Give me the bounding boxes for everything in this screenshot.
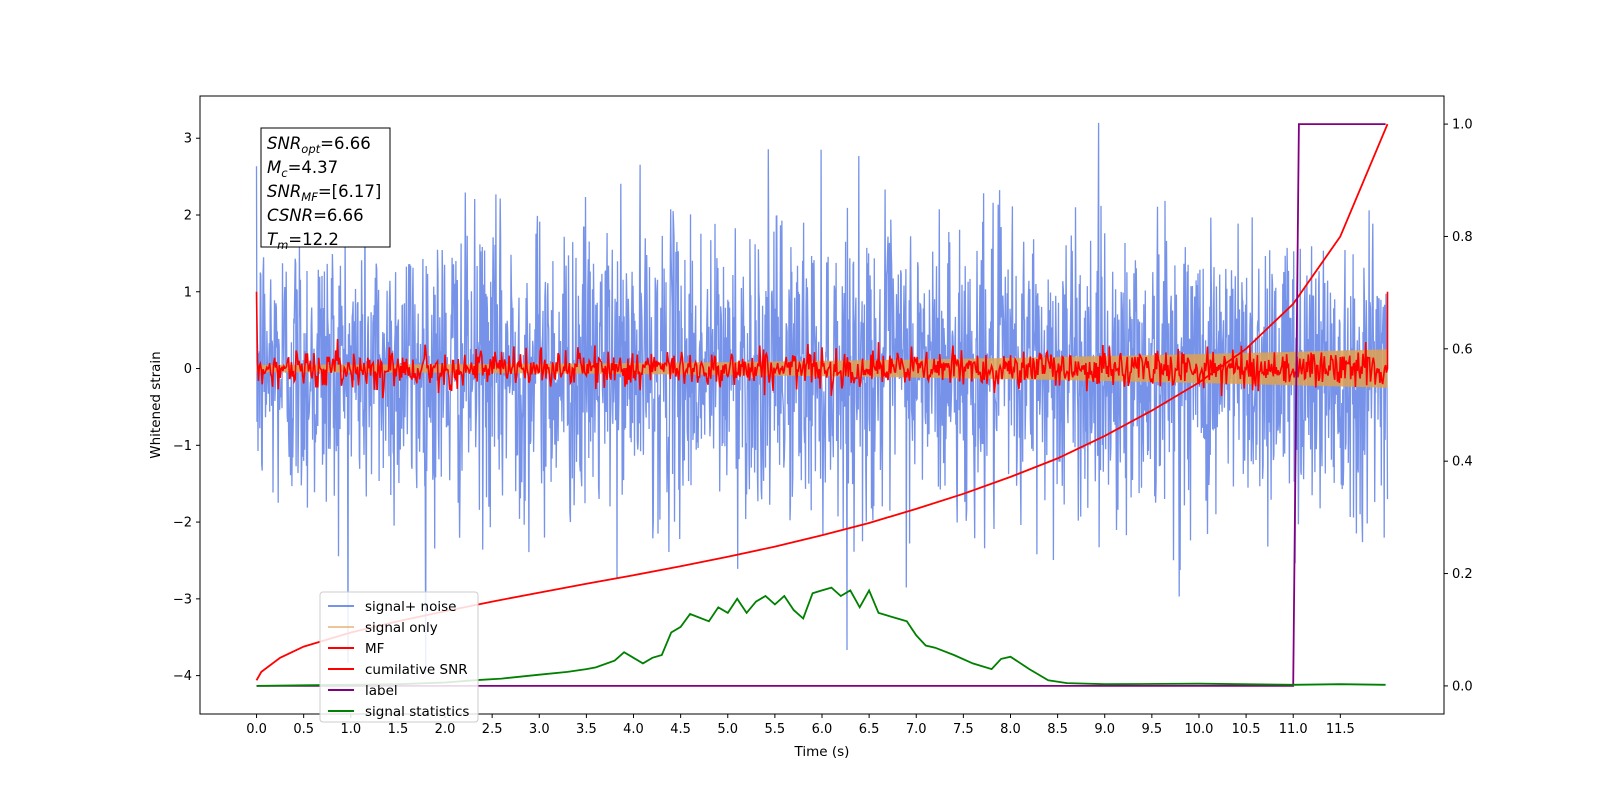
y-tick-label: 2 bbox=[184, 208, 192, 223]
y2-tick-label: 0.0 bbox=[1452, 679, 1473, 694]
legend-label: signal only bbox=[365, 620, 438, 636]
stat-line: CSNR=6.66 bbox=[267, 206, 364, 225]
series-label-line bbox=[256, 123, 1386, 687]
legend-label: MF bbox=[365, 641, 384, 657]
x-tick-label: 0.5 bbox=[293, 722, 314, 737]
x-tick-label: 8.5 bbox=[1047, 722, 1068, 737]
x-tick-label: 3.5 bbox=[576, 722, 597, 737]
y2-tick-label: 1.0 bbox=[1452, 118, 1473, 133]
series-mf-line bbox=[255, 291, 1389, 399]
stat-line: SNRMF=[6.17] bbox=[267, 182, 381, 204]
legend-label: signal statistics bbox=[365, 704, 469, 720]
y2-tick-label: 0.8 bbox=[1452, 230, 1473, 245]
y-tick-label: 3 bbox=[184, 132, 192, 147]
x-tick-label: 2.5 bbox=[482, 722, 503, 737]
x-tick-label: 7.5 bbox=[953, 722, 974, 737]
x-tick-label: 1.5 bbox=[388, 722, 409, 737]
x-tick-label: 6.0 bbox=[812, 722, 833, 737]
x-tick-label: 4.5 bbox=[670, 722, 691, 737]
x-tick-label: 9.0 bbox=[1094, 722, 1115, 737]
x-tick-label: 4.0 bbox=[623, 722, 644, 737]
legend-frame bbox=[319, 591, 479, 723]
y-tick-label: 1 bbox=[184, 285, 192, 300]
x-tick-label: 10.5 bbox=[1232, 722, 1261, 737]
x-tick-label: 1.0 bbox=[340, 722, 361, 737]
y-axis-title: Whitened strain bbox=[148, 351, 164, 458]
x-tick-label: 10.0 bbox=[1184, 722, 1213, 737]
y-tick-label: −2 bbox=[173, 516, 192, 531]
x-tick-label: 8.0 bbox=[1000, 722, 1021, 737]
y-tick-label: −3 bbox=[173, 592, 192, 607]
legend-label: cumilative SNR bbox=[365, 662, 468, 678]
stat-line: SNRopt=6.66 bbox=[267, 134, 371, 156]
x-tick-label: 11.0 bbox=[1279, 722, 1308, 737]
y-tick-label: −4 bbox=[173, 669, 192, 684]
y-tick-label: 0 bbox=[184, 362, 192, 377]
legend-label: signal+ noise bbox=[365, 599, 456, 615]
legend: signal+ noise signal only MF cumilative SNR… bbox=[319, 591, 479, 723]
x-tick-label: 3.0 bbox=[529, 722, 550, 737]
stats-box-frame bbox=[260, 127, 391, 248]
y2-tick-label: 0.4 bbox=[1452, 455, 1473, 470]
y2-tick-label: 0.2 bbox=[1452, 567, 1473, 582]
x-tick-label: 6.5 bbox=[859, 722, 880, 737]
legend-label: label bbox=[365, 683, 398, 699]
series-signal-statistics-line bbox=[256, 586, 1386, 687]
x-tick-label: 9.5 bbox=[1142, 722, 1163, 737]
y-tick-label: −1 bbox=[173, 439, 192, 454]
x-tick-label: 11.5 bbox=[1326, 722, 1355, 737]
x-axis-title: Time (s) bbox=[794, 744, 850, 760]
stat-line: Tm=12.2 bbox=[267, 230, 339, 252]
x-tick-label: 0.0 bbox=[246, 722, 267, 737]
x-tick-label: 5.5 bbox=[765, 722, 786, 737]
x-tick-label: 2.0 bbox=[435, 722, 456, 737]
x-tick-label: 7.0 bbox=[906, 722, 927, 737]
y2-tick-label: 0.6 bbox=[1452, 342, 1473, 357]
stat-line: Mc=4.37 bbox=[267, 158, 338, 180]
x-tick-label: 5.0 bbox=[717, 722, 738, 737]
axes: 0.0 0.5 1.0 1.5 2.0 2.5 3.0 3.5 4.0 4.5 5.0 5.5 6.0 6… bbox=[173, 118, 1473, 737]
